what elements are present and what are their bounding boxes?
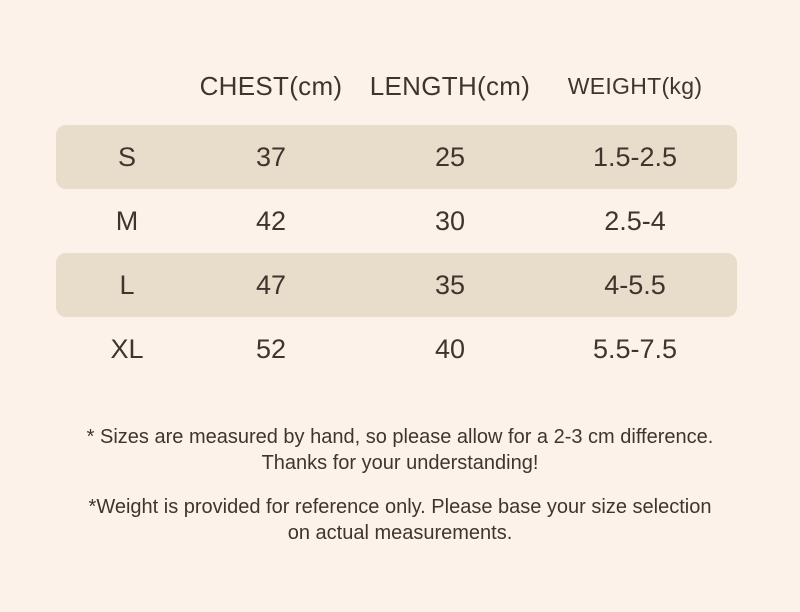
chest-column-header: CHEST(cm) [199, 70, 343, 101]
size-cell: S [117, 141, 136, 172]
weight-column-header: WEIGHT(kg) [567, 72, 703, 99]
size-cell: XL [110, 333, 144, 364]
length-cell: 40 [434, 333, 466, 364]
length-cell: 35 [434, 269, 466, 300]
table-row-l: L 47 35 4-5.5 [56, 253, 737, 317]
chest-cell: 37 [255, 141, 287, 172]
length-cell: 30 [434, 205, 466, 236]
chest-cell: 52 [255, 333, 287, 364]
size-cell: M [115, 205, 139, 236]
note-weight-line-2: on actual measurements. [287, 522, 513, 544]
weight-cell: 4-5.5 [604, 269, 666, 300]
table-row-s: S 37 25 1.5-2.5 [56, 125, 737, 189]
note-sizes-line-2: Thanks for your understanding! [261, 452, 539, 474]
table-row-m: M 42 30 2.5-4 [56, 189, 737, 253]
table-row-xl: XL 52 40 5.5-7.5 [56, 317, 737, 381]
note-weight-disclaimer: *Weight is provided for reference only. … [0, 494, 800, 546]
chest-cell: 47 [255, 269, 287, 300]
note-sizes-line-1: * Sizes are measured by hand, so please … [86, 426, 714, 448]
length-column-header: LENGTH(cm) [369, 70, 531, 101]
weight-cell: 5.5-7.5 [592, 333, 678, 364]
weight-cell: 1.5-2.5 [592, 141, 678, 172]
size-cell: L [119, 269, 135, 300]
note-weight-line-1: *Weight is provided for reference only. … [88, 496, 712, 518]
table-header-row: CHEST(cm) LENGTH(cm) WEIGHT(kg) [56, 61, 737, 111]
length-cell: 25 [434, 141, 466, 172]
note-sizes-disclaimer: * Sizes are measured by hand, so please … [0, 424, 800, 476]
weight-cell: 2.5-4 [604, 205, 666, 236]
chest-cell: 42 [255, 205, 287, 236]
size-chart-table: CHEST(cm) LENGTH(cm) WEIGHT(kg) S 37 25 … [56, 61, 737, 381]
